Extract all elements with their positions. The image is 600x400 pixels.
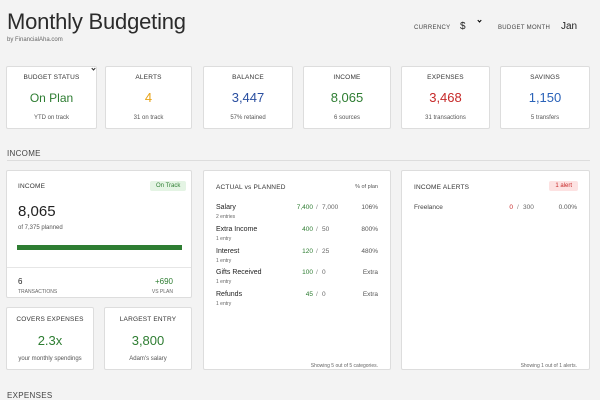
covers-expenses-card: COVERS EXPENSES 2.3x your monthly spendi… xyxy=(6,307,94,370)
budget-month-select[interactable]: Jan xyxy=(561,21,578,32)
alert-row-pct: 0.00% xyxy=(558,204,577,211)
row-sub: 1 entry xyxy=(216,279,232,285)
row-pct: 106% xyxy=(361,204,378,211)
page-subtitle: by FinancialAha.com xyxy=(7,37,63,43)
row-label: Interest xyxy=(216,248,240,255)
card-title: LARGEST ENTRY xyxy=(119,316,177,323)
card-title: EXPENSES xyxy=(427,74,464,81)
actual-vs-planned-panel: ACTUAL vs PLANNED % of plan Salary 2 ent… xyxy=(203,170,391,370)
card-sub: 57% retained xyxy=(230,115,266,121)
column-label: % of plan xyxy=(355,184,378,190)
panel-title: ACTUAL vs PLANNED xyxy=(216,184,286,191)
row-actual: 45 xyxy=(305,291,313,298)
card-title: COVERS EXPENSES xyxy=(16,316,84,323)
card-value: 4 xyxy=(144,90,153,105)
row-sep: / xyxy=(316,291,318,298)
card-title: ALERTS xyxy=(135,74,162,81)
row-actual: 100 xyxy=(302,269,313,276)
row-plan: 7,000 xyxy=(322,204,339,211)
summary-card-income: INCOME 8,065 6 sources xyxy=(303,66,391,129)
card-value: 3,447 xyxy=(231,90,265,105)
vs-plan-value: +690 xyxy=(154,277,173,286)
currency-select[interactable]: $ xyxy=(460,21,466,32)
row-sub: 1 entry xyxy=(216,236,232,242)
row-pct: 800% xyxy=(361,226,378,233)
row-sep: / xyxy=(316,248,318,255)
row-sep: / xyxy=(316,269,318,276)
income-detail-card: INCOME On Track 8,065 of 7,375 planned 6… xyxy=(6,170,192,298)
planned-text: of 7,375 planned xyxy=(18,225,63,231)
row-pct: Extra xyxy=(362,291,378,298)
card-value: 1,150 xyxy=(528,90,562,105)
alert-row-sep: / xyxy=(517,204,519,211)
card-value: 3,468 xyxy=(429,90,462,105)
row-pct: Extra xyxy=(362,269,378,276)
status-badge: On Track xyxy=(150,181,187,191)
alert-row-label: Freelance xyxy=(414,204,443,211)
progress-fill xyxy=(17,245,182,250)
section-label-income: INCOME xyxy=(7,149,41,158)
row-actual: 120 xyxy=(302,248,313,255)
income-alerts-panel: INCOME ALERTS 1 alert Freelance 0 / 300 … xyxy=(401,170,590,370)
card-sub: Adam's salary xyxy=(129,356,167,362)
row-sub: 1 entry xyxy=(216,301,232,307)
card-sub: 31 on track xyxy=(133,115,164,121)
page-title: Monthly Budgeting xyxy=(7,9,186,34)
row-sep: / xyxy=(316,226,318,233)
summary-card-alerts: ALERTS 4 31 on track xyxy=(105,66,192,129)
alert-row-actual: 0 xyxy=(509,204,513,211)
row-label: Gifts Received xyxy=(216,269,262,276)
card-sub: 31 transactions xyxy=(425,115,466,121)
card-sub: YTD on track xyxy=(33,115,69,121)
row-label: Extra Income xyxy=(216,226,258,233)
row-plan: 0 xyxy=(322,291,326,298)
currency-label: CURRENCY xyxy=(414,25,451,31)
budget-month-label: BUDGET MONTH xyxy=(498,25,551,31)
card-sub: your monthly spendings xyxy=(18,356,82,362)
section-label-expenses: EXPENSES xyxy=(7,391,53,400)
row-sub: 2 entries xyxy=(216,214,236,220)
card-value: 8,065 xyxy=(330,90,364,105)
row-pct: 480% xyxy=(361,248,378,255)
card-value: 2.3x xyxy=(37,333,63,348)
header: Monthly Budgeting by FinancialAha.com CU… xyxy=(0,0,600,60)
card-title: SAVINGS xyxy=(530,74,560,81)
card-title: INCOME xyxy=(333,74,361,81)
card-title: BALANCE xyxy=(232,74,264,81)
summary-card-balance: BALANCE 3,447 57% retained xyxy=(203,66,293,129)
panel-title: INCOME ALERTS xyxy=(414,184,470,191)
panel-footer: Showing 5 out of 5 categories. xyxy=(310,363,378,369)
transactions-count: 6 xyxy=(18,277,23,286)
card-sub: 6 sources xyxy=(333,115,360,121)
row-plan: 0 xyxy=(322,269,326,276)
divider xyxy=(7,160,590,161)
corner-marker-icon xyxy=(91,66,96,71)
row-label: Salary xyxy=(216,204,236,211)
alert-count-badge: 1 alert xyxy=(549,181,578,191)
row-sep: / xyxy=(316,204,318,211)
summary-card-savings: SAVINGS 1,150 5 transfers xyxy=(500,66,590,129)
summary-card-expenses: EXPENSES 3,468 31 transactions xyxy=(401,66,490,129)
card-title: INCOME xyxy=(18,183,46,190)
card-sub: 5 transfers xyxy=(530,115,560,121)
largest-entry-card: LARGEST ENTRY 3,800 Adam's salary xyxy=(104,307,192,370)
row-actual: 7,400 xyxy=(296,204,313,211)
row-plan: 25 xyxy=(322,248,330,255)
vs-plan-label: VS PLAN xyxy=(151,289,173,295)
card-value: 3,800 xyxy=(131,333,165,348)
card-title: BUDGET STATUS xyxy=(23,74,80,81)
card-value: On Plan xyxy=(29,91,74,105)
row-plan: 50 xyxy=(322,226,330,233)
income-progress-bar xyxy=(17,245,182,250)
currency-dropdown-icon[interactable] xyxy=(477,18,482,23)
alert-row-plan: 300 xyxy=(523,204,534,211)
row-label: Refunds xyxy=(216,291,243,298)
income-value: 8,065 xyxy=(18,203,56,220)
panel-footer: Showing 1 out of 1 alerts. xyxy=(520,363,577,369)
row-actual: 400 xyxy=(302,226,313,233)
summary-card-budget-status: BUDGET STATUS On Plan YTD on track xyxy=(6,66,97,129)
transactions-label: TRANSACTIONS xyxy=(18,289,58,295)
divider xyxy=(7,267,191,268)
row-sub: 1 entry xyxy=(216,258,232,264)
